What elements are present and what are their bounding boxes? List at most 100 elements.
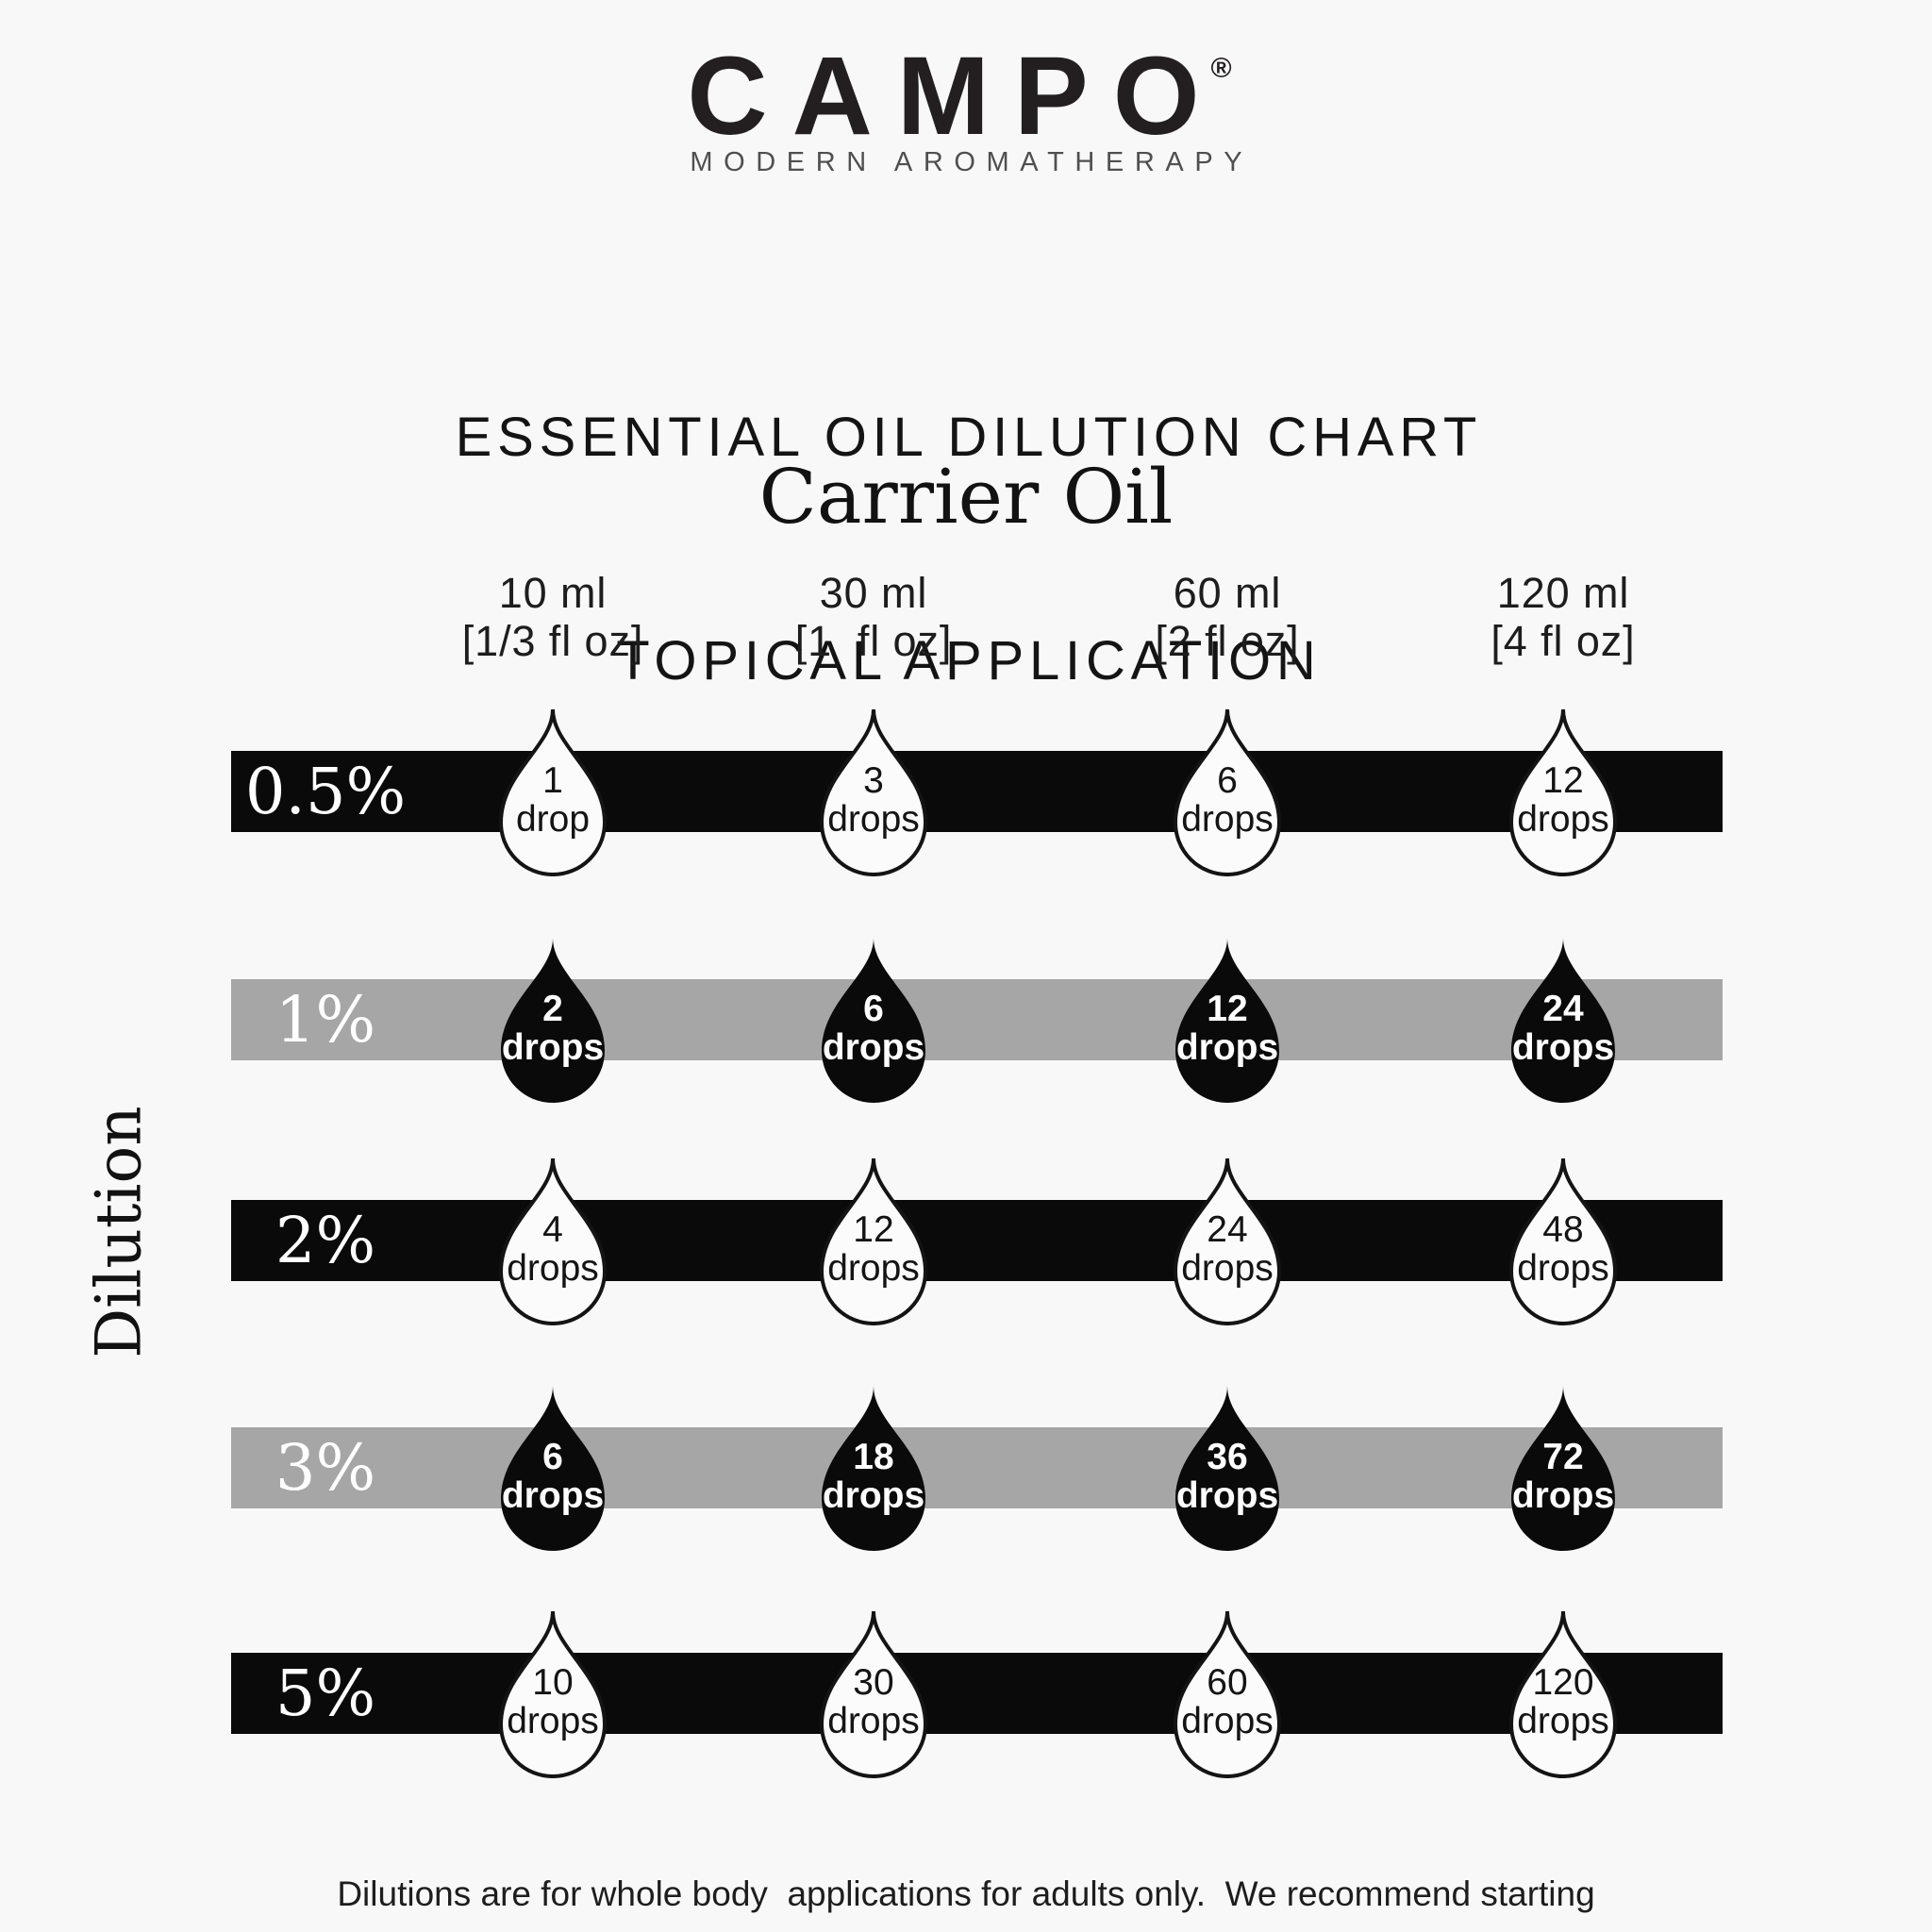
- drop-icon: [819, 708, 928, 876]
- column-header: 120 ml [4 fl oz]: [1393, 569, 1733, 665]
- drop-unit: drops: [1511, 1027, 1615, 1068]
- column-volume-floz: [1/3 fl oz]: [461, 617, 644, 665]
- drop-unit: drops: [827, 1701, 920, 1741]
- drop-icon: [819, 1610, 928, 1778]
- drop-icon: [1175, 1386, 1279, 1552]
- drop-unit: drops: [1511, 1475, 1615, 1516]
- column-volume-floz: [4 fl oz]: [1491, 617, 1636, 665]
- dilution-percent-label: 1%: [275, 983, 376, 1057]
- drop-icon: [1173, 708, 1282, 876]
- drop-value: 60: [1207, 1662, 1248, 1703]
- column-header: 10 ml [1/3 fl oz]: [383, 569, 723, 665]
- drop-value: 3: [863, 760, 884, 801]
- drop-value: 18: [853, 1437, 894, 1477]
- drop-value: 4: [542, 1209, 563, 1250]
- drop-value: 30: [853, 1662, 894, 1703]
- drop-marker: 12 drops: [1166, 935, 1289, 1105]
- drop-unit: drops: [1181, 1701, 1274, 1741]
- column-volume-ml: 10 ml: [498, 569, 608, 617]
- drop-label: 18 drops: [812, 1438, 935, 1515]
- drop-label: 4 drops: [491, 1210, 614, 1288]
- drop-icon: [498, 708, 608, 876]
- drop-label: 12 drops: [812, 1210, 935, 1288]
- drop-icon: [1511, 1386, 1615, 1552]
- dilution-band: 5%: [231, 1653, 1723, 1734]
- drop-marker: 18 drops: [812, 1383, 935, 1553]
- drop-value: 6: [863, 989, 884, 1029]
- drop-label: 3 drops: [812, 761, 935, 839]
- drop-unit: drops: [1517, 1701, 1609, 1741]
- page-title-line1: ESSENTIAL OIL DILUTION CHART: [455, 407, 1483, 468]
- drop-icon: [501, 938, 605, 1104]
- drop-value: 6: [542, 1437, 563, 1477]
- drop-marker: 72 drops: [1502, 1383, 1624, 1553]
- drop-icon: [501, 1386, 605, 1552]
- drop-label: 1 drop: [491, 761, 614, 839]
- carrier-oil-heading: Carrier Oil: [758, 453, 1174, 541]
- drop-label: 2 drops: [491, 990, 614, 1067]
- brand-tagline: MODERN AROMATHERAPY: [690, 147, 1254, 177]
- drop-unit: drops: [1181, 799, 1274, 840]
- drop-value: 1: [542, 760, 563, 801]
- drop-icon: [1508, 1158, 1618, 1325]
- column-volume-floz: [2 fl oz]: [1155, 617, 1300, 665]
- column-header: 30 ml [1 fl oz]: [704, 569, 1043, 665]
- drop-label: 72 drops: [1502, 1438, 1624, 1515]
- drop-unit: drops: [822, 1027, 925, 1068]
- drop-label: 6 drops: [1166, 761, 1289, 839]
- column-volume-ml: 120 ml: [1496, 569, 1630, 617]
- dilution-band: 2%: [231, 1200, 1723, 1281]
- drop-label: 48 drops: [1502, 1210, 1624, 1288]
- drop-icon: [1511, 938, 1615, 1104]
- drop-value: 12: [1542, 760, 1584, 801]
- drop-unit: drops: [1175, 1475, 1279, 1516]
- drop-marker: 60 drops: [1166, 1608, 1289, 1778]
- brand-logo: CAMPO®: [0, 41, 1932, 152]
- page-title: ESSENTIAL OIL DILUTION CHART TOPICAL APP…: [0, 251, 1932, 847]
- drop-unit: drops: [1517, 1248, 1609, 1289]
- page-title-line2: TOPICAL APPLICATION: [616, 630, 1322, 691]
- drop-unit: drops: [507, 1248, 599, 1289]
- drop-unit: drops: [501, 1475, 605, 1516]
- drop-label: 12 drops: [1502, 761, 1624, 839]
- drop-icon: [1508, 1610, 1618, 1778]
- drop-marker: 120 drops: [1502, 1608, 1624, 1778]
- drop-marker: 3 drops: [812, 707, 935, 876]
- drop-value: 36: [1207, 1437, 1248, 1477]
- drop-label: 120 drops: [1502, 1663, 1624, 1740]
- drop-marker: 6 drops: [491, 1383, 614, 1553]
- drop-icon: [1508, 708, 1618, 876]
- dilution-band: 3%: [231, 1427, 1723, 1508]
- drop-label: 36 drops: [1166, 1438, 1289, 1515]
- drop-marker: 36 drops: [1166, 1383, 1289, 1553]
- drop-value: 12: [853, 1209, 894, 1250]
- drop-marker: 12 drops: [812, 1156, 935, 1325]
- drop-icon: [1173, 1610, 1282, 1778]
- drop-value: 24: [1542, 989, 1584, 1029]
- drop-marker: 24 drops: [1166, 1156, 1289, 1325]
- drop-icon: [1175, 938, 1279, 1104]
- dilution-band: 1%: [231, 979, 1723, 1060]
- drop-label: 12 drops: [1166, 990, 1289, 1067]
- drop-icon: [819, 1158, 928, 1325]
- drop-value: 10: [532, 1662, 574, 1703]
- drop-marker: 2 drops: [491, 935, 614, 1105]
- drop-marker: 24 drops: [1502, 935, 1624, 1105]
- drop-value: 12: [1207, 989, 1248, 1029]
- drop-marker: 4 drops: [491, 1156, 614, 1325]
- drop-label: 6 drops: [491, 1438, 614, 1515]
- drop-icon: [498, 1158, 608, 1325]
- drop-marker: 12 drops: [1502, 707, 1624, 876]
- drop-label: 30 drops: [812, 1663, 935, 1740]
- drop-value: 24: [1207, 1209, 1248, 1250]
- drop-unit: drops: [1517, 799, 1609, 840]
- drop-unit: drop: [515, 799, 591, 840]
- drop-marker: 30 drops: [812, 1608, 935, 1778]
- registered-trademark-icon: ®: [1210, 53, 1232, 84]
- drop-label: 60 drops: [1166, 1663, 1289, 1740]
- drop-label: 24 drops: [1166, 1210, 1289, 1288]
- drop-unit: drops: [827, 1248, 920, 1289]
- drop-unit: drops: [822, 1475, 925, 1516]
- drop-icon: [822, 1386, 925, 1552]
